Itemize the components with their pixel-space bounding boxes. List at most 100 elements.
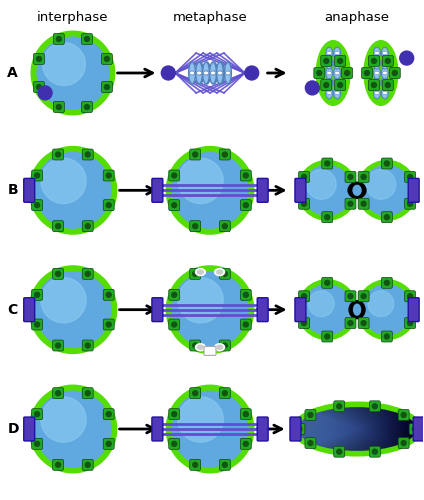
Ellipse shape [353, 186, 361, 196]
FancyBboxPatch shape [53, 268, 64, 280]
Ellipse shape [218, 71, 223, 75]
FancyBboxPatch shape [362, 68, 372, 78]
Ellipse shape [195, 268, 205, 276]
Ellipse shape [382, 82, 388, 84]
Ellipse shape [327, 92, 332, 94]
Circle shape [172, 292, 177, 298]
Ellipse shape [195, 62, 203, 84]
Ellipse shape [217, 346, 223, 349]
Circle shape [243, 412, 248, 416]
Circle shape [172, 442, 177, 446]
FancyBboxPatch shape [103, 170, 114, 181]
Circle shape [85, 390, 90, 396]
Circle shape [337, 449, 342, 454]
FancyBboxPatch shape [82, 340, 93, 351]
Circle shape [192, 390, 198, 396]
FancyBboxPatch shape [82, 149, 93, 160]
FancyBboxPatch shape [169, 170, 180, 181]
FancyBboxPatch shape [368, 56, 379, 66]
Circle shape [192, 343, 198, 348]
Ellipse shape [316, 40, 350, 106]
FancyBboxPatch shape [257, 178, 268, 203]
Ellipse shape [215, 344, 225, 350]
Circle shape [35, 322, 39, 327]
Ellipse shape [335, 82, 340, 84]
Circle shape [325, 280, 330, 285]
Text: C: C [7, 302, 18, 316]
Circle shape [56, 104, 61, 110]
Circle shape [361, 174, 366, 180]
FancyBboxPatch shape [240, 290, 251, 300]
Ellipse shape [381, 57, 388, 69]
Circle shape [371, 82, 377, 87]
Ellipse shape [215, 268, 225, 276]
FancyBboxPatch shape [103, 438, 114, 450]
Circle shape [308, 291, 334, 316]
FancyBboxPatch shape [103, 319, 114, 330]
Ellipse shape [381, 47, 388, 59]
FancyBboxPatch shape [53, 34, 64, 44]
FancyBboxPatch shape [219, 149, 230, 160]
Circle shape [222, 390, 227, 396]
FancyBboxPatch shape [295, 298, 306, 322]
FancyBboxPatch shape [152, 298, 163, 322]
Circle shape [29, 266, 117, 354]
Ellipse shape [204, 71, 209, 75]
FancyBboxPatch shape [219, 388, 230, 398]
FancyBboxPatch shape [240, 319, 251, 330]
Circle shape [222, 224, 227, 228]
FancyBboxPatch shape [322, 331, 333, 342]
Circle shape [178, 397, 223, 442]
FancyBboxPatch shape [32, 438, 42, 450]
Circle shape [324, 58, 329, 64]
Circle shape [35, 152, 111, 228]
FancyBboxPatch shape [24, 298, 35, 322]
FancyBboxPatch shape [240, 408, 251, 420]
Ellipse shape [382, 52, 388, 54]
FancyBboxPatch shape [358, 172, 369, 182]
Circle shape [35, 173, 39, 178]
Circle shape [172, 152, 248, 228]
Circle shape [172, 391, 248, 467]
Circle shape [84, 36, 89, 42]
Circle shape [29, 385, 117, 473]
FancyBboxPatch shape [314, 68, 325, 78]
Ellipse shape [334, 67, 340, 79]
Circle shape [361, 320, 366, 326]
Circle shape [222, 343, 227, 348]
FancyBboxPatch shape [101, 82, 112, 92]
Circle shape [305, 81, 319, 95]
FancyBboxPatch shape [169, 438, 180, 450]
Ellipse shape [190, 71, 195, 75]
Circle shape [172, 173, 177, 178]
FancyBboxPatch shape [322, 278, 333, 288]
FancyBboxPatch shape [32, 319, 42, 330]
Circle shape [85, 152, 90, 157]
FancyBboxPatch shape [32, 290, 42, 300]
FancyBboxPatch shape [322, 212, 333, 222]
Ellipse shape [204, 71, 209, 75]
FancyBboxPatch shape [369, 446, 380, 457]
FancyBboxPatch shape [53, 460, 64, 470]
FancyBboxPatch shape [219, 268, 230, 280]
Ellipse shape [335, 62, 340, 64]
Circle shape [35, 202, 39, 207]
FancyBboxPatch shape [33, 54, 45, 64]
FancyBboxPatch shape [381, 158, 392, 169]
FancyBboxPatch shape [404, 318, 416, 328]
Ellipse shape [374, 67, 380, 79]
FancyBboxPatch shape [53, 388, 64, 398]
Circle shape [56, 36, 61, 42]
Circle shape [345, 70, 350, 76]
Circle shape [301, 202, 307, 206]
Circle shape [348, 294, 353, 298]
Ellipse shape [326, 77, 333, 89]
Circle shape [302, 166, 352, 215]
Circle shape [178, 158, 223, 204]
FancyBboxPatch shape [82, 220, 93, 232]
Ellipse shape [382, 62, 388, 64]
Circle shape [317, 70, 322, 76]
FancyBboxPatch shape [398, 410, 409, 420]
Circle shape [243, 173, 248, 178]
Ellipse shape [334, 87, 340, 99]
